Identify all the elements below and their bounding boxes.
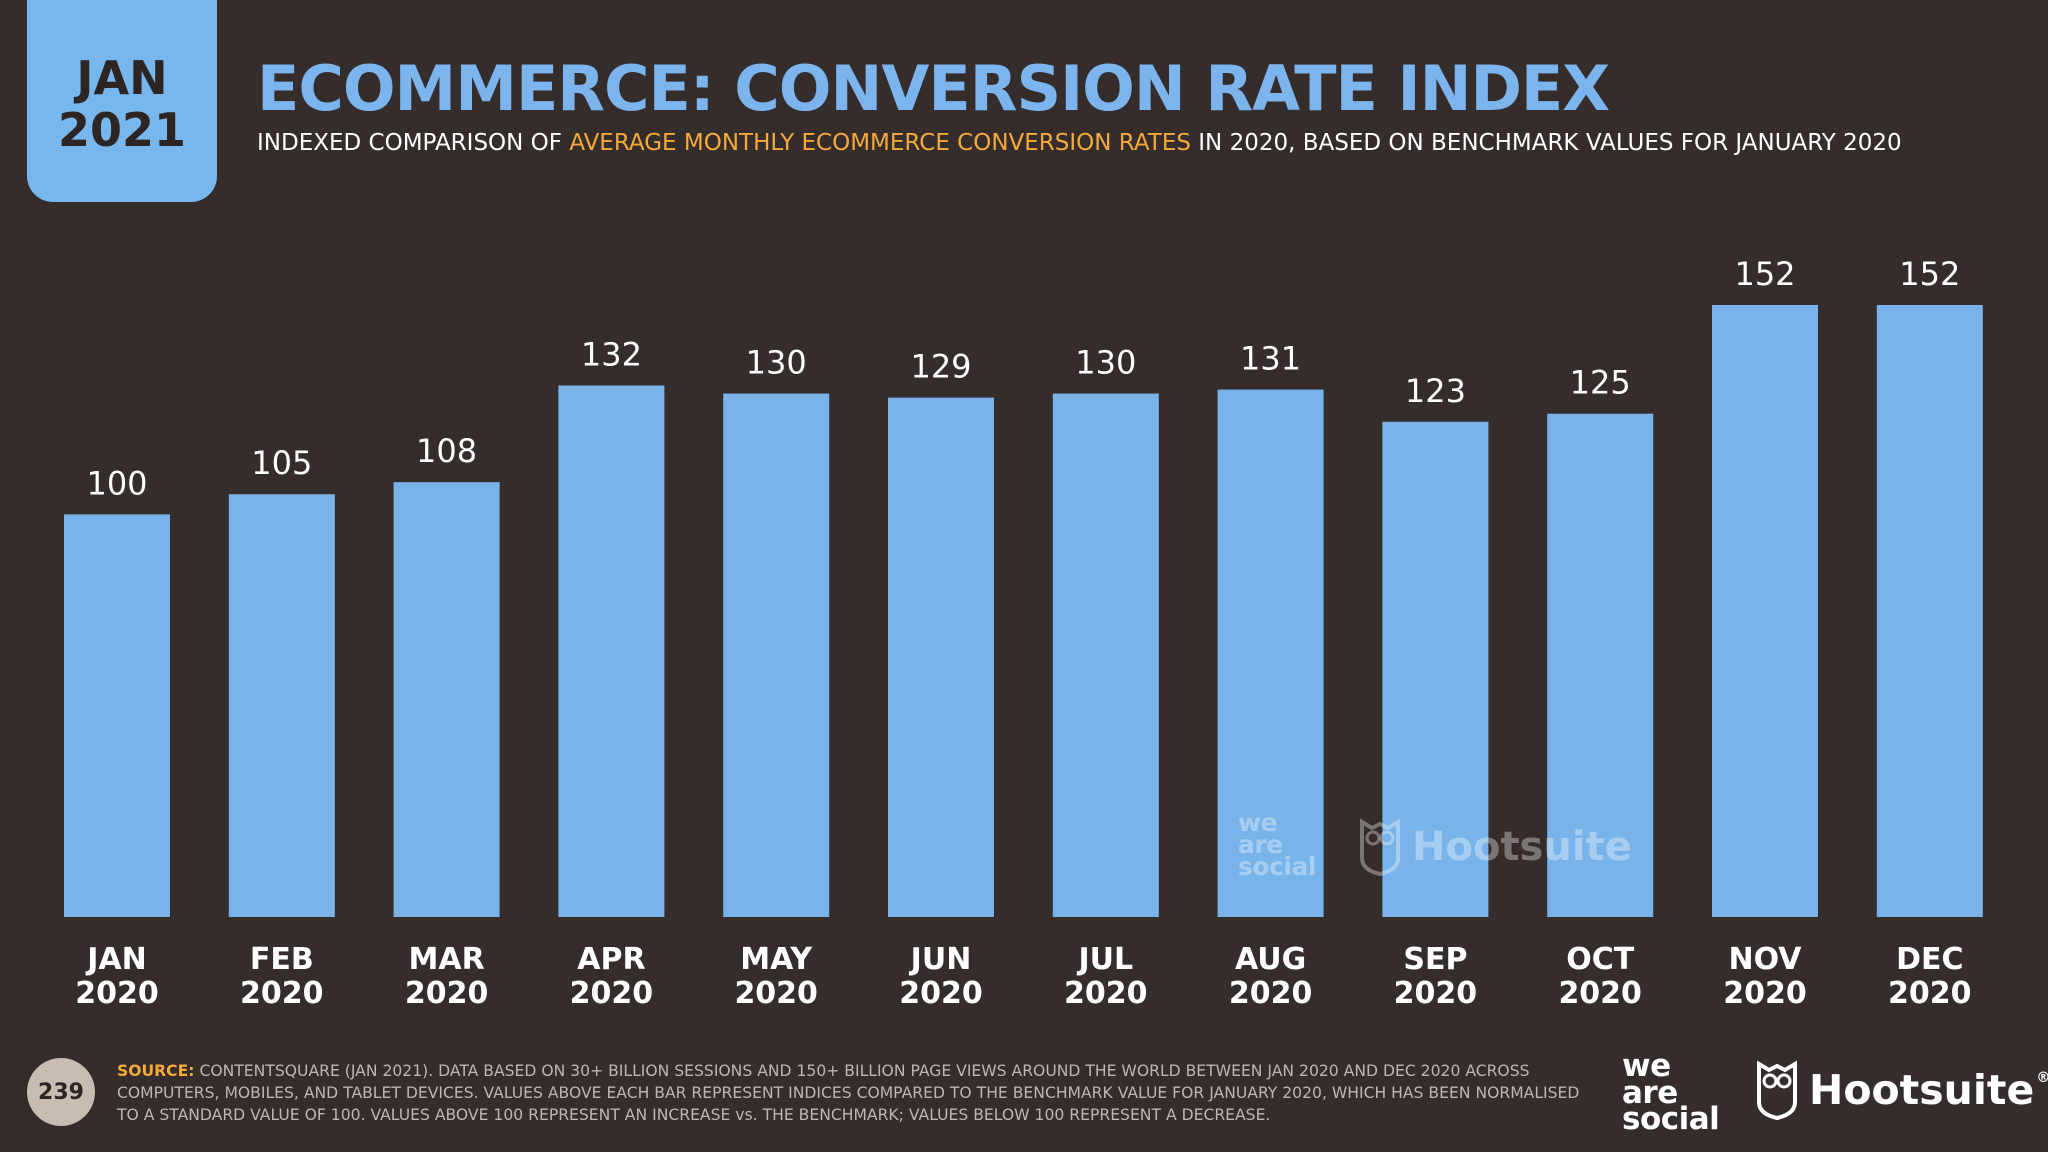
bar-mar	[393, 482, 500, 917]
month-label: AUG	[1235, 942, 1306, 977]
month-label: JAN	[85, 942, 147, 977]
year-label: 2020	[1723, 976, 1807, 1011]
page-number: 239	[27, 1058, 95, 1126]
month-label: MAY	[740, 942, 813, 977]
logo-we: we	[1622, 1048, 1671, 1084]
bar-dec	[1876, 305, 1983, 917]
year-label: 2020	[75, 976, 159, 1011]
value-label: 108	[416, 432, 477, 470]
badge-year: 2021	[57, 103, 187, 157]
source-note: SOURCE: CONTENTSQUARE (JAN 2021). DATA B…	[117, 1060, 1587, 1126]
page-title: ECOMMERCE: CONVERSION RATE INDEX	[257, 52, 1610, 125]
bar-aug	[1217, 389, 1324, 918]
hootsuite-logo-text: Hootsuite	[1809, 1066, 2035, 1114]
watermark-hootsuite-text: Hootsuite	[1412, 824, 1632, 870]
watermark-hootsuite: Hootsuite	[1358, 818, 1632, 876]
month-label: JUL	[1076, 942, 1133, 977]
year-label: 2020	[1064, 976, 1148, 1011]
bar-sep	[1382, 421, 1489, 917]
we-are-social-logo: we are social	[1622, 1048, 1720, 1138]
month-label: APR	[577, 942, 645, 977]
source-label: SOURCE:	[117, 1062, 195, 1080]
bar-feb	[228, 494, 335, 917]
watermark-we: we	[1238, 808, 1278, 837]
year-label: 2020	[405, 976, 489, 1011]
value-label: 152	[1899, 255, 1960, 293]
subtitle-after: IN 2020, BASED ON BENCHMARK VALUES FOR J…	[1190, 130, 1902, 156]
value-label: 130	[1075, 344, 1136, 382]
subtitle-before: INDEXED COMPARISON OF	[257, 130, 570, 156]
bar-jan	[64, 514, 170, 917]
subtitle-highlight: AVERAGE MONTHLY ECOMMERCE CONVERSION RAT…	[569, 130, 1191, 156]
value-label: 100	[86, 464, 147, 502]
year-label: 2020	[1558, 976, 1642, 1011]
value-label: 105	[251, 444, 312, 482]
value-label: 123	[1405, 372, 1466, 410]
value-label: 130	[746, 344, 807, 382]
registered-mark: ®	[2036, 1070, 2048, 1086]
watermark-social: social	[1238, 852, 1316, 881]
date-badge: JAN 2021	[27, 0, 217, 202]
logo-are: are	[1622, 1074, 1678, 1111]
year-label: 2020	[734, 976, 818, 1011]
month-label: FEB	[250, 942, 314, 977]
month-label: DEC	[1896, 942, 1963, 977]
year-label: 2020	[1229, 976, 1313, 1011]
hootsuite-logo: Hootsuite ®	[1755, 1060, 2048, 1120]
value-label: 129	[910, 348, 971, 386]
bar-apr	[558, 385, 665, 917]
year-label: 2020	[240, 976, 324, 1011]
value-label: 152	[1734, 255, 1795, 293]
bar-may	[723, 393, 830, 917]
page-subtitle: INDEXED COMPARISON OF AVERAGE MONTHLY EC…	[257, 130, 1902, 156]
watermark-we-are-social: we are social	[1238, 808, 1316, 881]
value-label: 131	[1240, 340, 1301, 378]
bar-oct	[1547, 413, 1654, 917]
month-label: OCT	[1566, 942, 1635, 977]
bar-nov	[1712, 305, 1818, 917]
source-text: CONTENTSQUARE (JAN 2021). DATA BASED ON …	[117, 1062, 1580, 1124]
owl-icon	[1360, 818, 1400, 876]
month-label: MAR	[409, 942, 485, 977]
logo-social: social	[1622, 1101, 1720, 1138]
month-label: SEP	[1403, 942, 1467, 977]
bar-jul	[1052, 393, 1159, 917]
badge-month: JAN	[76, 51, 168, 106]
year-label: 2020	[1888, 976, 1972, 1011]
year-label: 2020	[1394, 976, 1478, 1011]
owl-logo-icon	[1757, 1060, 1797, 1120]
value-label: 132	[581, 336, 642, 374]
year-label: 2020	[899, 976, 983, 1011]
year-label: 2020	[570, 976, 654, 1011]
month-label: NOV	[1728, 942, 1802, 977]
month-label: JUN	[909, 942, 972, 977]
bar-jun	[888, 397, 994, 918]
value-label: 125	[1570, 364, 1631, 402]
watermark-are: are	[1238, 830, 1283, 859]
